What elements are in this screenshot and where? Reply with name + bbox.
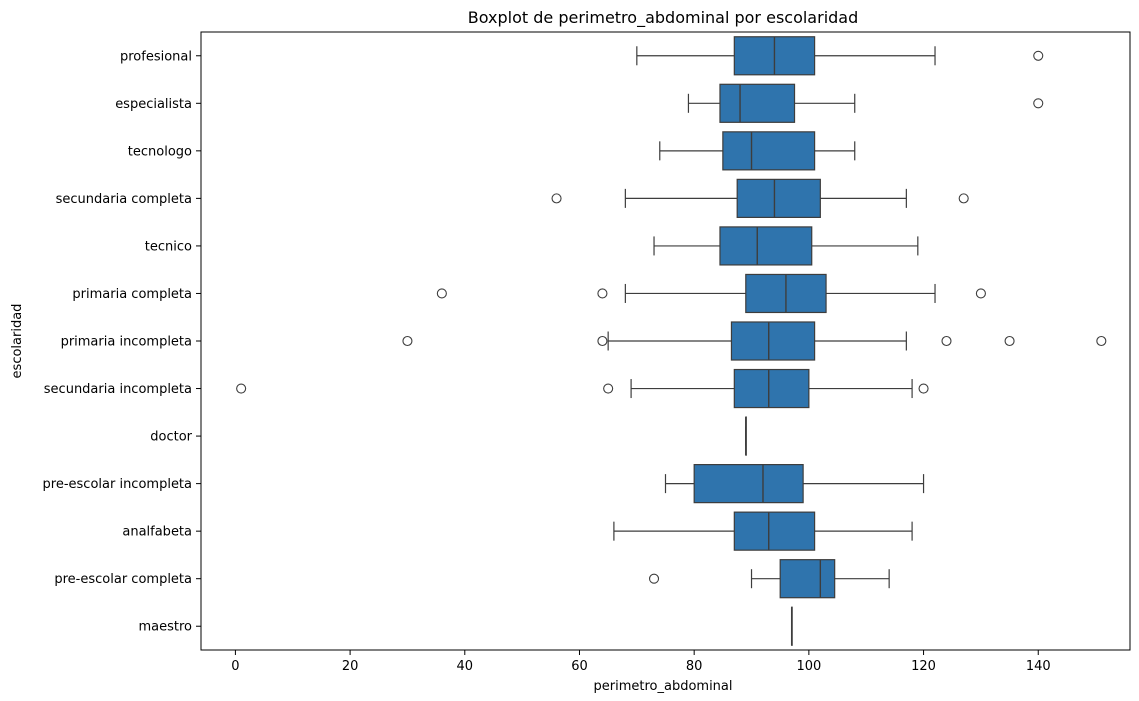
x-tick-label: 100 [796, 659, 821, 674]
outlier-point [402, 335, 413, 347]
x-tick-label: 20 [342, 659, 359, 674]
y-tick-label: especialista [115, 97, 192, 112]
box [722, 131, 816, 171]
outlier-point [436, 288, 447, 299]
x-tick-label: 140 [1026, 659, 1051, 674]
outlier-point [236, 383, 247, 394]
box [719, 83, 796, 123]
box [730, 321, 816, 361]
y-tick-label: secundaria completa [56, 192, 192, 207]
y-tick-label: tecnico [145, 239, 192, 254]
y-tick-label: doctor [150, 430, 192, 445]
box [719, 226, 813, 266]
x-tick-label: 120 [911, 659, 936, 674]
outlier-point [1004, 335, 1015, 347]
outlier-point [551, 193, 562, 204]
plot-area: profesional especialista tecnologo secundar… [43, 36, 1107, 674]
box [733, 511, 816, 551]
outlier-point [603, 383, 614, 394]
y-tick-label: primaria incompleta [61, 335, 192, 350]
x-tick-label: 80 [686, 659, 703, 674]
outlier-point [1033, 50, 1044, 61]
outlier-point [918, 383, 929, 394]
outlier-point [975, 288, 986, 299]
y-tick-label: analfabeta [122, 525, 192, 540]
chart-title: Boxplot de perimetro_abdominal por escol… [468, 8, 859, 28]
box [779, 559, 836, 599]
y-tick-label: tecnologo [128, 144, 192, 159]
outlier-point [958, 193, 969, 204]
y-tick-label: pre-escolar incompleta [43, 477, 192, 492]
y-tick-label: primaria completa [72, 287, 192, 302]
y-axis-label: escolaridad [10, 304, 25, 379]
outlier-point [941, 335, 952, 347]
y-tick-label: profesional [120, 49, 192, 64]
y-tick-label: pre-escolar completa [54, 572, 192, 587]
plot-frame [200, 31, 1131, 651]
x-tick-label: 0 [231, 659, 239, 674]
y-tick-label: secundaria incompleta [44, 382, 192, 397]
y-tick-label: maestro [138, 620, 192, 635]
box [693, 464, 804, 504]
box [736, 178, 821, 219]
outlier-point [597, 335, 608, 347]
outlier-point [1033, 98, 1044, 109]
x-tick-label: 60 [571, 659, 588, 674]
outlier-point [1096, 335, 1107, 347]
x-tick-label: 40 [457, 659, 474, 674]
x-axis-label: perimetro_abdominal [594, 679, 733, 694]
outlier-point [597, 288, 608, 299]
box [733, 368, 810, 409]
outlier-point [648, 573, 660, 584]
